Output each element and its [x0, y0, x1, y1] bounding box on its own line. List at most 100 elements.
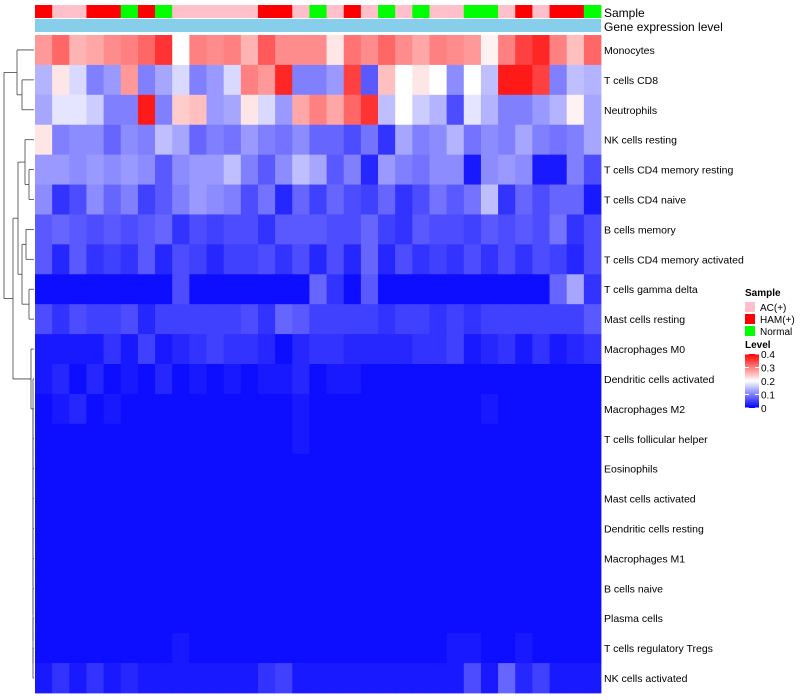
- heatmap-cell: [343, 603, 362, 634]
- heatmap-cell: [343, 64, 362, 96]
- heatmap-cell: [343, 364, 362, 395]
- heatmap-cell: [120, 603, 139, 634]
- legend-tick-label: 0.4: [761, 350, 775, 361]
- heatmap-cell: [223, 364, 242, 395]
- heatmap-cell: [172, 184, 190, 215]
- heatmap-cell: [309, 124, 327, 156]
- heatmap-cell: [292, 543, 310, 574]
- heatmap-cell: [429, 663, 448, 694]
- heatmap-cell: [172, 603, 190, 634]
- heatmap-cell: [498, 94, 516, 126]
- heatmap-cell: [52, 663, 70, 694]
- heatmap-cell: [172, 274, 190, 305]
- heatmap-cell: [172, 154, 190, 185]
- heatmap-cell: [378, 304, 396, 335]
- heatmap-cell: [240, 94, 259, 126]
- heatmap-cell: [69, 244, 87, 275]
- heatmap-cell: [120, 154, 139, 185]
- legend-sample-label: Normal: [760, 327, 792, 338]
- heatmap-cell: [52, 154, 70, 185]
- heatmap-cell: [532, 124, 550, 156]
- heatmap-cell: [275, 184, 293, 215]
- heatmap-cell: [326, 334, 345, 365]
- heatmap-cell: [52, 304, 70, 335]
- heatmap-cell: [86, 184, 104, 215]
- sample-annotation-cell: [172, 5, 190, 18]
- heatmap-cell: [326, 393, 345, 425]
- heatmap-cell: [326, 274, 345, 305]
- heatmap-cell: [292, 423, 310, 455]
- heatmap-cell: [189, 94, 207, 126]
- heatmap-cell: [240, 214, 259, 245]
- sample-annotation-cell: [35, 5, 53, 18]
- heatmap-cell: [120, 423, 139, 455]
- heatmap-cell: [360, 423, 379, 455]
- heatmap-cell: [326, 603, 345, 634]
- heatmap-cell: [463, 543, 482, 574]
- heatmap-cell: [566, 154, 585, 185]
- heatmap-cell: [343, 573, 362, 604]
- heatmap-cell: [292, 453, 310, 485]
- heatmap-cell: [549, 663, 568, 694]
- heatmap-cell: [446, 453, 465, 485]
- heatmap-cell: [395, 304, 413, 335]
- heatmap-cell: [412, 603, 430, 634]
- heatmap-cell: [103, 94, 122, 126]
- heatmap-cell: [120, 453, 139, 485]
- heatmap-cell: [309, 154, 327, 185]
- heatmap-cell: [498, 453, 516, 485]
- heatmap-cell: [189, 483, 207, 514]
- heatmap-cell: [566, 364, 585, 395]
- heatmap-cell: [35, 35, 53, 66]
- heatmap-cell: [395, 274, 413, 305]
- heatmap-cell: [395, 64, 413, 96]
- heatmap-cell: [35, 124, 53, 156]
- heatmap-cell: [206, 154, 225, 185]
- heatmap-cell: [549, 274, 568, 305]
- heatmap-cell: [86, 274, 104, 305]
- heatmap-cell: [532, 184, 550, 215]
- heatmap-cell: [155, 64, 173, 96]
- heatmap-cell: [155, 453, 173, 485]
- heatmap-cell: [566, 393, 585, 425]
- heatmap-cell: [583, 304, 602, 335]
- heatmap-cell: [326, 364, 345, 395]
- heatmap-cell: [155, 184, 173, 215]
- heatmap-cell: [566, 633, 585, 664]
- heatmap-cell: [189, 334, 207, 365]
- heatmap-cell: [429, 35, 448, 66]
- heatmap-cell: [343, 393, 362, 425]
- heatmap-cell: [155, 603, 173, 634]
- heatmap-cell: [172, 214, 190, 245]
- heatmap-cell: [309, 513, 327, 544]
- heatmap-cell: [549, 513, 568, 544]
- heatmap-cell: [360, 334, 379, 365]
- heatmap-cell: [412, 513, 430, 544]
- heatmap-cell: [326, 573, 345, 604]
- heatmap-cell: [292, 304, 310, 335]
- heatmap-cell: [412, 124, 430, 156]
- heatmap-cell: [275, 513, 293, 544]
- heatmap-cell: [172, 633, 190, 664]
- legend-sample-label: HAM(+): [760, 315, 795, 326]
- heatmap-cell: [52, 244, 70, 275]
- heatmap-cell: [257, 633, 276, 664]
- heatmap-cell: [463, 663, 482, 694]
- heatmap-cell: [35, 513, 53, 544]
- heatmap-cell: [52, 364, 70, 395]
- heatmap-cell: [223, 423, 242, 455]
- heatmap-cell: [549, 543, 568, 574]
- legend-tick-label: 0.1: [761, 391, 775, 402]
- heatmap-cell: [257, 274, 276, 305]
- heatmap-cell: [240, 364, 259, 395]
- heatmap-cell: [172, 453, 190, 485]
- heatmap-cell: [275, 663, 293, 694]
- heatmap-cell: [532, 423, 550, 455]
- heatmap-cell: [275, 334, 293, 365]
- heatmap-cell: [446, 663, 465, 694]
- heatmap-cell: [309, 453, 327, 485]
- heatmap-cell: [480, 633, 499, 664]
- heatmap-cell: [257, 603, 276, 634]
- heatmap-cell: [532, 274, 550, 305]
- heatmap-cell: [566, 603, 585, 634]
